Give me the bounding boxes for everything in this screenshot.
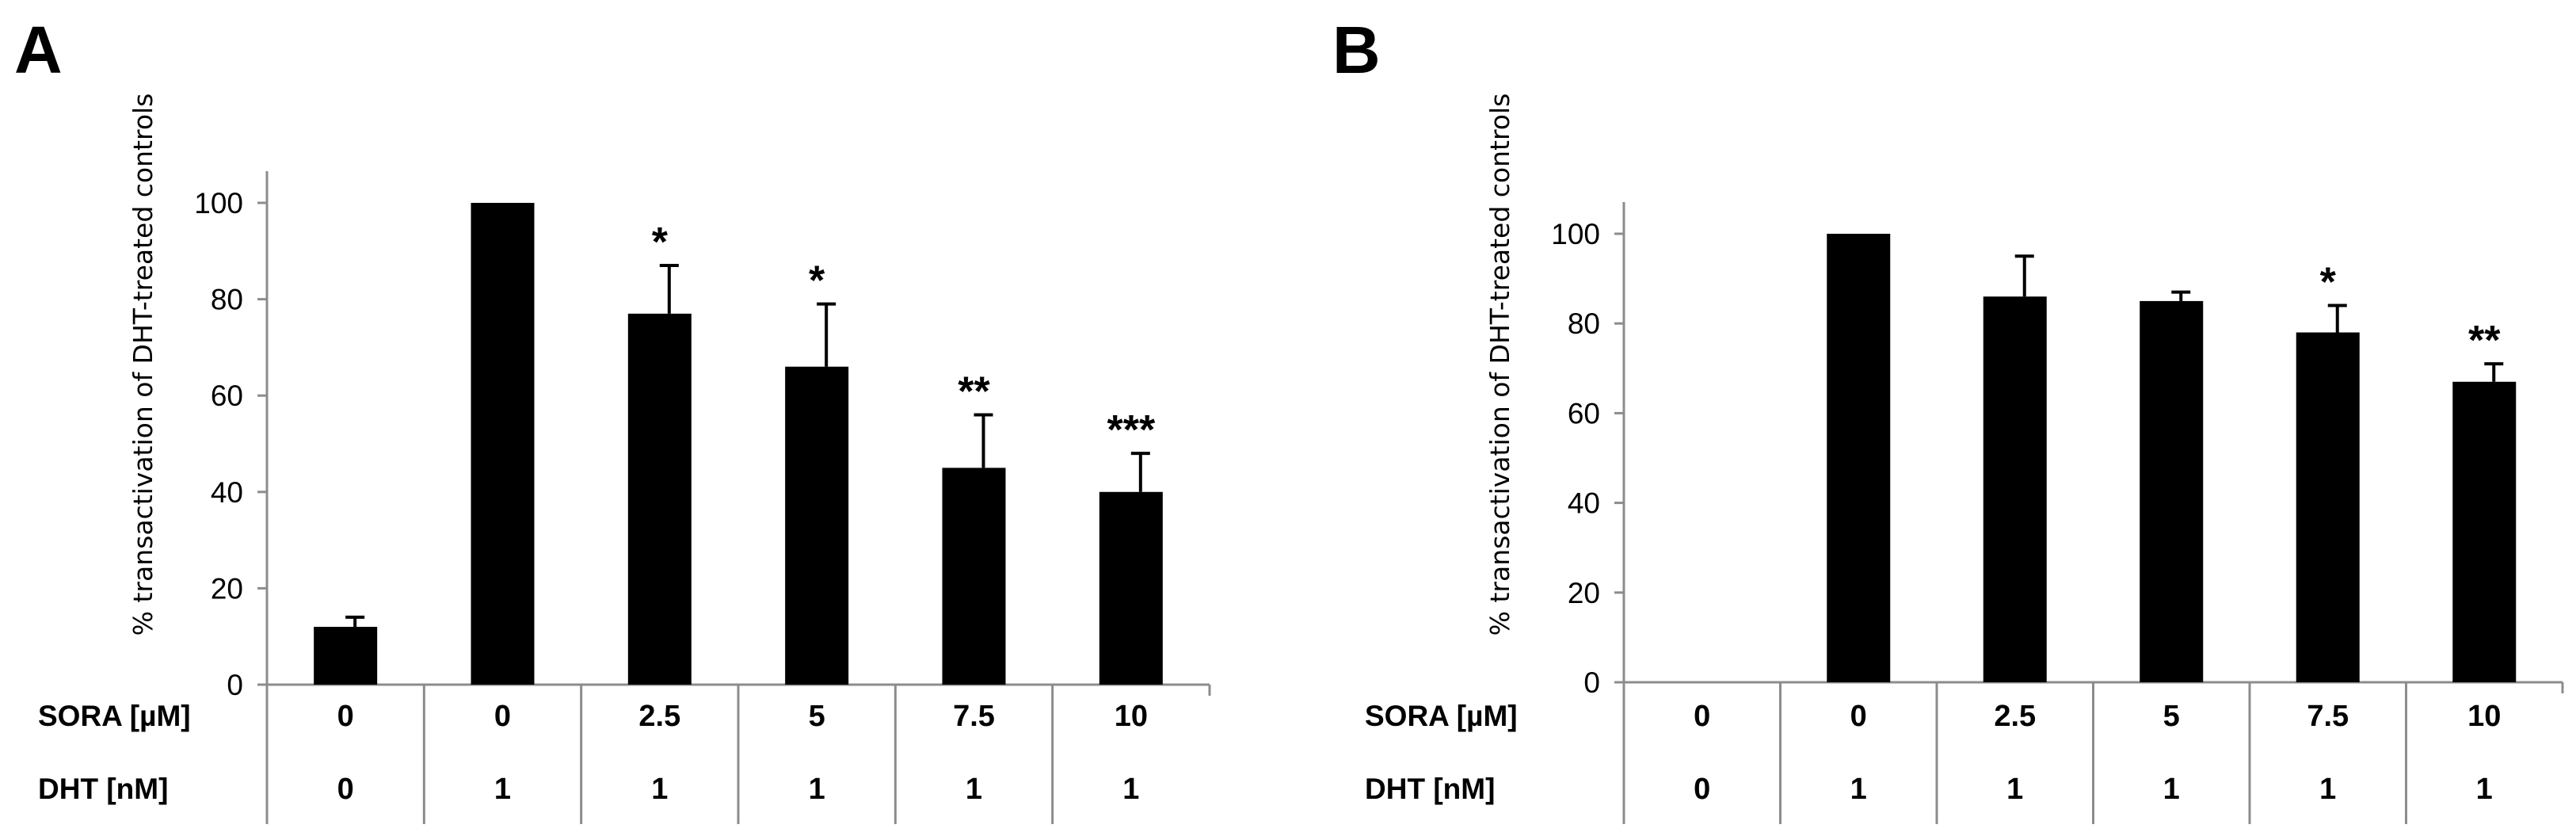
bar [942, 468, 1006, 685]
table-cell: 7.5 [2307, 700, 2349, 733]
table-cell: 1 [966, 773, 982, 806]
significance-marker: * [2320, 260, 2337, 306]
table-cell: 1 [809, 773, 825, 806]
panel-label: B [1332, 13, 1381, 87]
bar [471, 203, 535, 685]
significance-marker: ** [2468, 318, 2501, 364]
table-cell: 2.5 [638, 700, 680, 733]
y-tick-label: 100 [194, 187, 243, 219]
table-cell: 0 [1694, 773, 1710, 806]
table-cell: 0 [494, 700, 511, 733]
y-tick-label: 40 [211, 476, 243, 509]
row-label: SORA [µM] [38, 700, 191, 732]
table-cell: 1 [494, 773, 511, 806]
table-cell: 10 [2467, 700, 2501, 733]
bar [314, 627, 378, 685]
y-tick-label: 40 [1568, 487, 1600, 520]
table-cell: 2.5 [1994, 700, 2036, 733]
y-axis-label: % transactivation of DHT-treated control… [1484, 94, 1515, 636]
y-tick-label: 20 [211, 572, 243, 605]
panel-label: A [14, 13, 63, 87]
y-axis-label: % transactivation of DHT-treated control… [128, 94, 158, 636]
bar [627, 313, 692, 685]
y-tick-label: 60 [211, 380, 243, 412]
panel-b: B % transactivation of DHT-treated contro… [1332, 13, 2564, 824]
y-tick-label: 80 [211, 284, 243, 316]
bar [2452, 381, 2517, 682]
table-cell: 1 [2163, 773, 2180, 806]
significance-marker: *** [1107, 407, 1155, 453]
y-tick-label: 20 [1568, 577, 1600, 609]
row-label: DHT [nM] [38, 773, 168, 805]
bar [1983, 296, 2047, 682]
table-cell: 1 [2006, 773, 2023, 806]
table-cell: 0 [337, 773, 354, 806]
table-cell: 1 [2476, 773, 2493, 806]
row-label: SORA [µM] [1365, 700, 1518, 732]
bar [2140, 300, 2204, 682]
table-cell: 0 [1850, 700, 1867, 733]
significance-marker: * [809, 258, 825, 304]
table-cell: 1 [1850, 773, 1867, 806]
y-tick-label: 0 [1583, 666, 1600, 699]
table-cell: 1 [2319, 773, 2336, 806]
y-tick-label: 0 [227, 669, 243, 701]
significance-marker: * [652, 219, 669, 265]
table-cell: 10 [1115, 700, 1148, 733]
bar [2296, 332, 2360, 682]
bar [1827, 234, 1891, 682]
table-cell: 1 [1122, 773, 1139, 806]
y-tick-label: 60 [1568, 397, 1600, 429]
panel-a: A % transactivation of DHT-treated contro… [14, 13, 1211, 824]
table-cell: 0 [337, 700, 354, 733]
table-cell: 5 [2163, 700, 2180, 733]
row-label: DHT [nM] [1365, 773, 1495, 805]
table-cell: 5 [809, 700, 825, 733]
table-cell: 1 [651, 773, 668, 806]
table-cell: 7.5 [953, 700, 995, 733]
significance-marker: ** [958, 369, 990, 415]
table-cell: 0 [1694, 700, 1710, 733]
y-tick-label: 80 [1568, 307, 1600, 340]
y-tick-label: 100 [1551, 218, 1600, 250]
bar [1099, 491, 1163, 685]
bar [785, 366, 849, 685]
